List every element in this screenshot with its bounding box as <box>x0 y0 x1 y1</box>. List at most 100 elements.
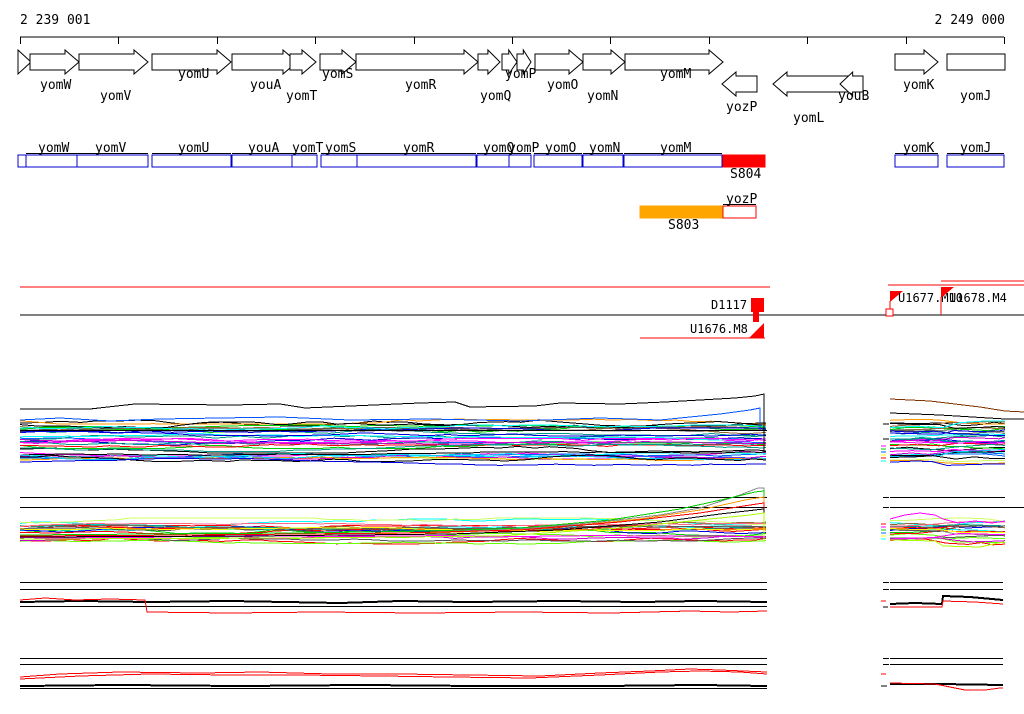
marker-flag[interactable] <box>751 298 764 312</box>
profile-line <box>889 420 1006 429</box>
segment-box-yozp[interactable] <box>722 205 757 219</box>
segment-label-s804[interactable]: S804 <box>730 167 761 182</box>
segment-label-s803[interactable]: S803 <box>668 218 699 233</box>
segment-box-yomT[interactable] <box>291 154 318 168</box>
segment-box-yomP[interactable] <box>508 154 532 168</box>
marker-U1677.M10[interactable]: U1677.M10 <box>885 291 963 317</box>
gene-label-yomT[interactable]: yomT <box>286 89 317 104</box>
gene-arrow-unnamed[interactable] <box>516 48 532 76</box>
segment-label-youA[interactable]: youA <box>248 141 279 156</box>
segment-box-yomW[interactable] <box>25 154 78 168</box>
segment-label-yomT[interactable]: yomT <box>292 141 323 156</box>
gene-arrow-yomT[interactable] <box>289 48 317 76</box>
segment-box-unnamed[interactable] <box>17 154 27 168</box>
segment-box-yomM[interactable] <box>623 154 723 168</box>
gene-label-yomQ[interactable]: yomQ <box>480 89 511 104</box>
segment-box-yomK[interactable] <box>894 154 939 168</box>
segment-box-yomS[interactable] <box>320 154 358 168</box>
gene-arrow-yomM[interactable] <box>624 48 724 76</box>
gene-arrow-yomO[interactable] <box>534 48 584 76</box>
marker-D1117[interactable]: D1117 <box>711 298 764 322</box>
gene-label-yomW[interactable]: yomW <box>40 78 71 93</box>
marker-label-U1678.M4[interactable]: U1678.M4 <box>949 291 1007 305</box>
gene-arrow-yomQ[interactable] <box>477 48 501 76</box>
gene-label-yomJ[interactable]: yomJ <box>960 89 991 104</box>
segment-label-yomP[interactable]: yomP <box>508 141 539 156</box>
gene-arrow-yomN[interactable] <box>582 48 626 76</box>
profile-line <box>889 528 1006 534</box>
segment-box-yomQ[interactable] <box>476 154 510 168</box>
gene-label-yomP[interactable]: yomP <box>505 67 536 82</box>
marker-U1676.M8[interactable]: U1676.M8 <box>690 322 764 338</box>
profile-feature-line <box>19 508 765 540</box>
segment-box-yomR[interactable] <box>356 154 477 168</box>
profile-line <box>889 433 1006 437</box>
profile-line <box>889 460 1006 466</box>
segment-label-yomU[interactable]: yomU <box>178 141 209 156</box>
gene-label-yomO[interactable]: yomO <box>547 78 578 93</box>
segment-label-yomO[interactable]: yomO <box>545 141 576 156</box>
gene-arrow-yomR[interactable] <box>355 48 479 76</box>
ruler <box>20 36 1005 44</box>
coordinate-start: 2 239 001 <box>20 13 91 28</box>
gene-arrow-youA[interactable] <box>231 48 298 76</box>
profile-line <box>19 432 767 441</box>
profile-feature-line <box>19 512 765 541</box>
marker-open-square[interactable] <box>885 308 894 317</box>
marker-flag-triangle[interactable] <box>890 291 903 302</box>
gene-label-yomS[interactable]: yomS <box>322 67 353 82</box>
segment-box-yomO[interactable] <box>533 154 583 168</box>
marker-U1678.M4[interactable]: U1678.M4 <box>940 287 1007 315</box>
segment-label-yomV[interactable]: yomV <box>95 141 126 156</box>
gene-arrow-yomU[interactable] <box>151 48 232 76</box>
segment-label-yomS[interactable]: yomS <box>325 141 356 156</box>
segment-label-yomW[interactable]: yomW <box>38 141 69 156</box>
gene-arrow-unnamed[interactable] <box>17 48 32 76</box>
segment-box-youA[interactable] <box>231 154 293 168</box>
gene-label-yomU[interactable]: yomU <box>178 67 209 82</box>
coordinate-end: 2 249 000 <box>934 13 1005 28</box>
segment-box-yomJ[interactable] <box>946 154 1005 168</box>
profile-line <box>19 457 766 466</box>
gene-arrow-yomV[interactable] <box>78 48 149 76</box>
gene-label-youB[interactable]: youB <box>838 89 869 104</box>
gene-arrow-yomW[interactable] <box>29 48 80 76</box>
marker-label-U1676.M8[interactable]: U1676.M8 <box>690 322 748 336</box>
profile-feature-line <box>299 496 765 535</box>
segment-label-yomM[interactable]: yomM <box>660 141 691 156</box>
marker-flag[interactable] <box>753 312 759 322</box>
gene-arrow-yomP[interactable] <box>501 48 518 76</box>
gene-arrow-yozP[interactable] <box>721 70 758 98</box>
segment-s804[interactable] <box>722 154 766 168</box>
marker-label-D1117[interactable]: D1117 <box>711 298 747 312</box>
marker-label-U1677.M10[interactable]: U1677.M10 <box>898 291 963 305</box>
segment-box-yomN[interactable] <box>582 154 624 168</box>
segment-box-yomU[interactable] <box>151 154 232 168</box>
profile-feature-line <box>19 407 761 430</box>
gene-arrow-youB[interactable] <box>839 70 864 98</box>
profile-feature-line <box>19 597 768 614</box>
segment-label-yomK[interactable]: yomK <box>903 141 934 156</box>
segment-label-yozp[interactable]: yozP <box>726 192 757 207</box>
gene-label-youA[interactable]: youA <box>250 78 281 93</box>
segment-label-yomQ[interactable]: yomQ <box>483 141 514 156</box>
marker-flag-triangle[interactable] <box>749 323 764 338</box>
gene-label-yomN[interactable]: yomN <box>587 89 618 104</box>
gene-arrow-yomJ[interactable] <box>946 53 1006 71</box>
segment-s803[interactable] <box>639 205 724 219</box>
gene-label-yozP[interactable]: yozP <box>726 100 757 115</box>
segment-label-yomJ[interactable]: yomJ <box>960 141 991 156</box>
gene-arrow-yomK[interactable] <box>894 48 939 76</box>
gene-label-yomK[interactable]: yomK <box>903 78 934 93</box>
segment-box-yomV[interactable] <box>76 154 149 168</box>
gene-label-yomM[interactable]: yomM <box>660 67 691 82</box>
gene-label-yomL[interactable]: yomL <box>793 111 824 126</box>
gene-arrow-yomS[interactable] <box>319 48 357 76</box>
marker-flag-triangle[interactable] <box>941 287 954 298</box>
gene-label-yomV[interactable]: yomV <box>100 89 131 104</box>
profile-line <box>19 441 767 450</box>
gene-label-yomR[interactable]: yomR <box>405 78 436 93</box>
segment-label-yomR[interactable]: yomR <box>403 141 434 156</box>
segment-label-yomN[interactable]: yomN <box>589 141 620 156</box>
